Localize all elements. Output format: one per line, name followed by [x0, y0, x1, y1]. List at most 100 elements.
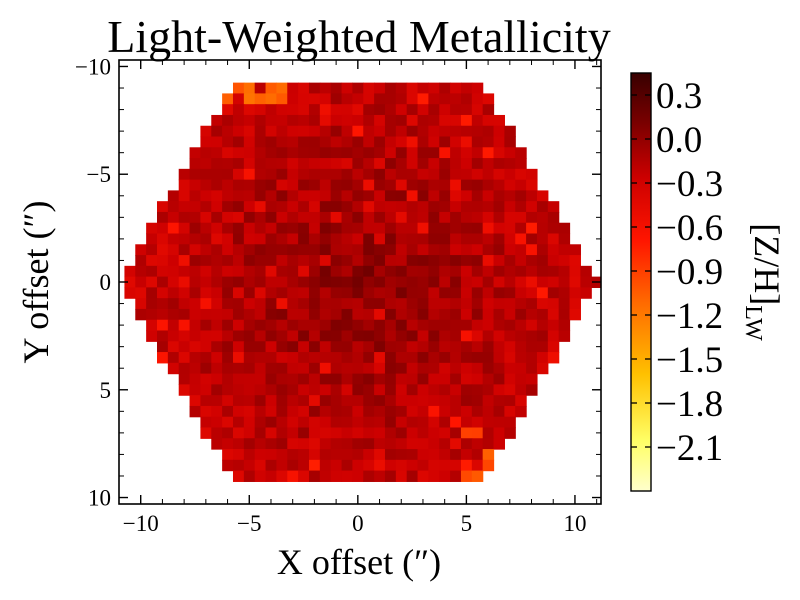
heatmap-pixel — [330, 287, 343, 299]
heatmap-pixel — [330, 265, 343, 278]
heatmap-pixel — [167, 244, 180, 256]
heatmap-pixel — [287, 244, 299, 256]
heatmap-pixel — [482, 179, 495, 191]
heatmap-pixel — [308, 255, 321, 267]
heatmap-pixel — [319, 125, 332, 138]
heatmap-pixel — [319, 416, 332, 429]
heatmap-pixel — [471, 319, 484, 332]
heatmap-pixel — [167, 341, 180, 353]
heatmap-pixel — [384, 211, 397, 224]
heatmap-pixel — [167, 298, 180, 310]
heatmap-pixel — [319, 222, 332, 235]
heatmap-pixel — [308, 449, 321, 461]
heatmap-pixel — [330, 438, 343, 450]
heatmap-pixel — [428, 427, 440, 439]
heatmap-pixel — [439, 125, 451, 138]
heatmap-pixel — [406, 427, 419, 439]
heatmap-pixel — [526, 362, 538, 375]
heatmap-pixel — [504, 362, 516, 375]
heatmap-pixel — [428, 93, 440, 105]
heatmap-pixel — [482, 211, 495, 224]
heatmap-pixel — [167, 287, 180, 299]
heatmap-pixel — [298, 459, 310, 472]
heatmap-pixel — [222, 362, 234, 375]
heatmap-pixel — [450, 265, 462, 278]
heatmap-pixel — [439, 449, 451, 461]
heatmap-pixel — [178, 233, 191, 245]
heatmap-pixel — [298, 136, 310, 148]
heatmap-pixel — [395, 416, 408, 429]
y-tick-label: 0 — [100, 270, 112, 295]
heatmap-pixel — [526, 373, 538, 385]
heatmap-pixel — [482, 438, 495, 450]
heatmap-pixel — [178, 373, 191, 385]
heatmap-pixel — [298, 125, 310, 138]
heatmap-pixel — [319, 147, 332, 159]
heatmap-pixel — [558, 255, 571, 267]
heatmap-pixel — [450, 201, 462, 213]
heatmap-pixel — [276, 276, 288, 288]
heatmap-pixel — [374, 405, 386, 418]
heatmap-pixel — [417, 298, 429, 310]
heatmap-pixel — [417, 362, 429, 375]
heatmap-pixel — [232, 298, 245, 310]
heatmap-pixel — [384, 395, 397, 407]
heatmap-pixel — [363, 104, 375, 116]
heatmap-pixel — [374, 427, 386, 439]
heatmap-pixel — [460, 470, 473, 482]
colorbar-tick-label: −1.5 — [656, 340, 723, 381]
heatmap-pixel — [319, 395, 332, 407]
heatmap-pixel — [222, 352, 234, 364]
heatmap-pixel — [330, 233, 343, 245]
heatmap-pixel — [352, 201, 364, 213]
heatmap-pixel — [374, 330, 386, 342]
heatmap-pixel — [341, 147, 354, 159]
heatmap-pixel — [352, 427, 364, 439]
heatmap-pixel — [352, 136, 364, 148]
heatmap-pixel — [254, 352, 267, 364]
heatmap-pixel — [146, 233, 158, 245]
heatmap-pixel — [482, 222, 495, 235]
heatmap-pixel — [243, 298, 256, 310]
heatmap-pixel — [428, 276, 440, 288]
heatmap-pixel — [276, 352, 288, 364]
heatmap-pixel — [287, 104, 299, 116]
heatmap-pixel — [146, 287, 158, 299]
heatmap-pixel — [482, 136, 495, 148]
heatmap-pixel — [352, 211, 364, 224]
heatmap-pixel — [308, 384, 321, 396]
heatmap-pixel — [211, 298, 223, 310]
heatmap-pixel — [232, 395, 245, 407]
heatmap-pixel — [298, 179, 310, 191]
heatmap-pixel — [298, 222, 310, 235]
heatmap-pixel — [330, 201, 343, 213]
heatmap-pixel — [460, 362, 473, 375]
heatmap-pixel — [384, 168, 397, 181]
heatmap-pixel — [428, 308, 440, 321]
heatmap-pixel — [395, 114, 408, 127]
heatmap-pixel — [352, 438, 364, 450]
heatmap-pixel — [308, 211, 321, 224]
heatmap-pixel — [439, 319, 451, 332]
heatmap-pixel — [395, 427, 408, 439]
heatmap-pixel — [460, 125, 473, 138]
heatmap-pixel — [298, 330, 310, 342]
heatmap-pixel — [222, 449, 234, 461]
heatmap-pixel — [200, 276, 212, 288]
heatmap-pixel — [406, 233, 419, 245]
heatmap-pixel — [569, 244, 581, 256]
heatmap-pixel — [276, 362, 288, 375]
heatmap-pixel — [211, 265, 223, 278]
heatmap-pixel — [482, 190, 495, 202]
heatmap-pixel — [319, 362, 332, 375]
heatmap-pixel — [536, 287, 549, 299]
x-tick-label: 5 — [461, 511, 473, 536]
heatmap-pixel — [298, 395, 310, 407]
heatmap-pixel — [471, 265, 484, 278]
heatmap-pixel — [363, 298, 375, 310]
heatmap-pixel — [363, 395, 375, 407]
heatmap-pixel — [493, 179, 505, 191]
heatmap-pixel — [222, 125, 234, 138]
heatmap-pixel — [439, 201, 451, 213]
heatmap-pixel — [515, 168, 527, 181]
